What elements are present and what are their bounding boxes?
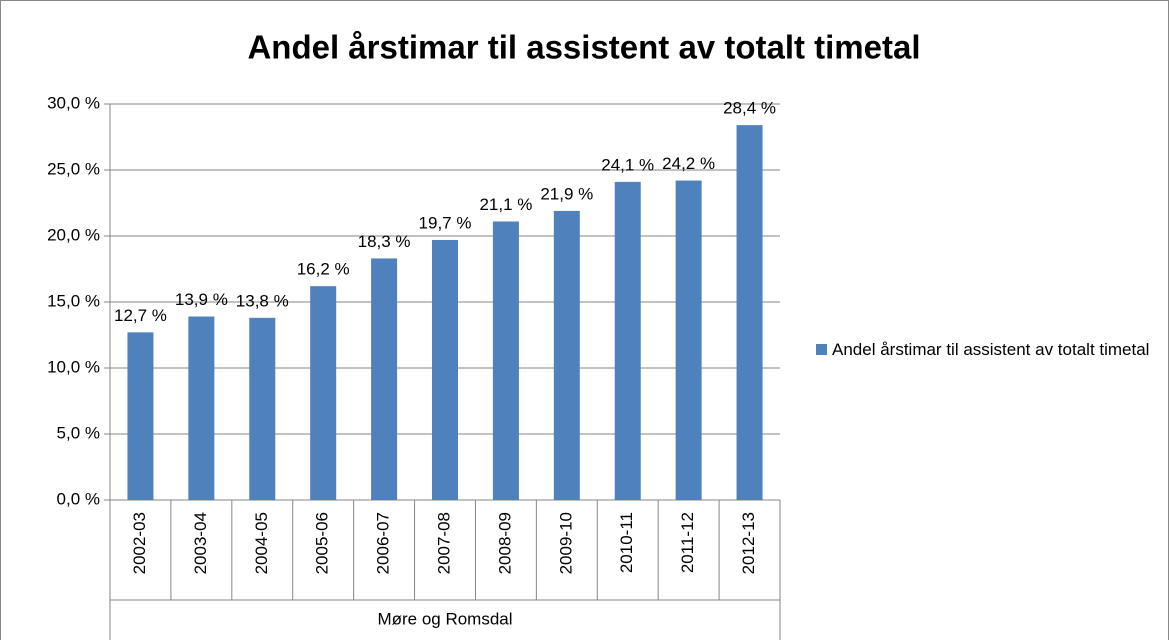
bar bbox=[127, 332, 154, 500]
value-label: 16,2 % bbox=[297, 260, 350, 279]
bar bbox=[614, 181, 641, 500]
x-tick-label: 2004-05 bbox=[252, 512, 271, 574]
value-label: 24,2 % bbox=[662, 154, 715, 173]
y-tick-label: 25,0 % bbox=[47, 159, 100, 178]
chart-title: Andel årstimar til assistent av totalt t… bbox=[247, 29, 920, 66]
x-tick-label: 2009-10 bbox=[556, 512, 575, 574]
bar bbox=[249, 317, 276, 500]
x-tick-label: 2010-11 bbox=[617, 512, 636, 573]
value-label: 13,9 % bbox=[175, 290, 228, 309]
bar bbox=[371, 258, 398, 500]
x-tick-label: 2007-08 bbox=[434, 512, 453, 574]
x-tick-label: 2006-07 bbox=[374, 512, 393, 574]
bar bbox=[492, 221, 519, 501]
y-tick-label: 30,0 % bbox=[47, 93, 100, 112]
bar bbox=[432, 239, 458, 500]
x-tick-label: 2005-06 bbox=[313, 512, 332, 574]
y-tick-label: 0,0 % bbox=[57, 489, 100, 508]
bar bbox=[736, 125, 763, 501]
value-label: 19,7 % bbox=[419, 213, 472, 232]
value-label: 24,1 % bbox=[601, 155, 654, 174]
legend-key bbox=[816, 344, 827, 355]
value-label: 21,1 % bbox=[479, 195, 532, 214]
y-tick-label: 15,0 % bbox=[47, 291, 100, 310]
value-label: 21,9 % bbox=[540, 184, 593, 203]
bar bbox=[553, 210, 580, 501]
y-tick-label: 5,0 % bbox=[57, 423, 100, 442]
x-tick-label: 2002-03 bbox=[130, 512, 149, 574]
bar bbox=[675, 180, 702, 500]
bar bbox=[310, 286, 337, 500]
x-tick-label: 2011-12 bbox=[678, 512, 697, 573]
y-tick-label: 10,0 % bbox=[47, 357, 100, 376]
value-label: 12,7 % bbox=[114, 306, 167, 325]
value-label: 28,4 % bbox=[723, 99, 776, 118]
value-label: 18,3 % bbox=[358, 232, 411, 251]
x-tick-label: 2012-13 bbox=[739, 512, 758, 574]
y-tick-label: 20,0 % bbox=[47, 225, 100, 244]
bar bbox=[188, 316, 215, 500]
x-tick-label: 2003-04 bbox=[191, 512, 210, 574]
legend-label: Andel årstimar til assistent av totalt t… bbox=[832, 340, 1150, 359]
group-label: Møre og Romsdal bbox=[377, 609, 512, 628]
value-label: 13,8 % bbox=[236, 291, 289, 310]
x-tick-label: 2008-09 bbox=[495, 512, 514, 574]
